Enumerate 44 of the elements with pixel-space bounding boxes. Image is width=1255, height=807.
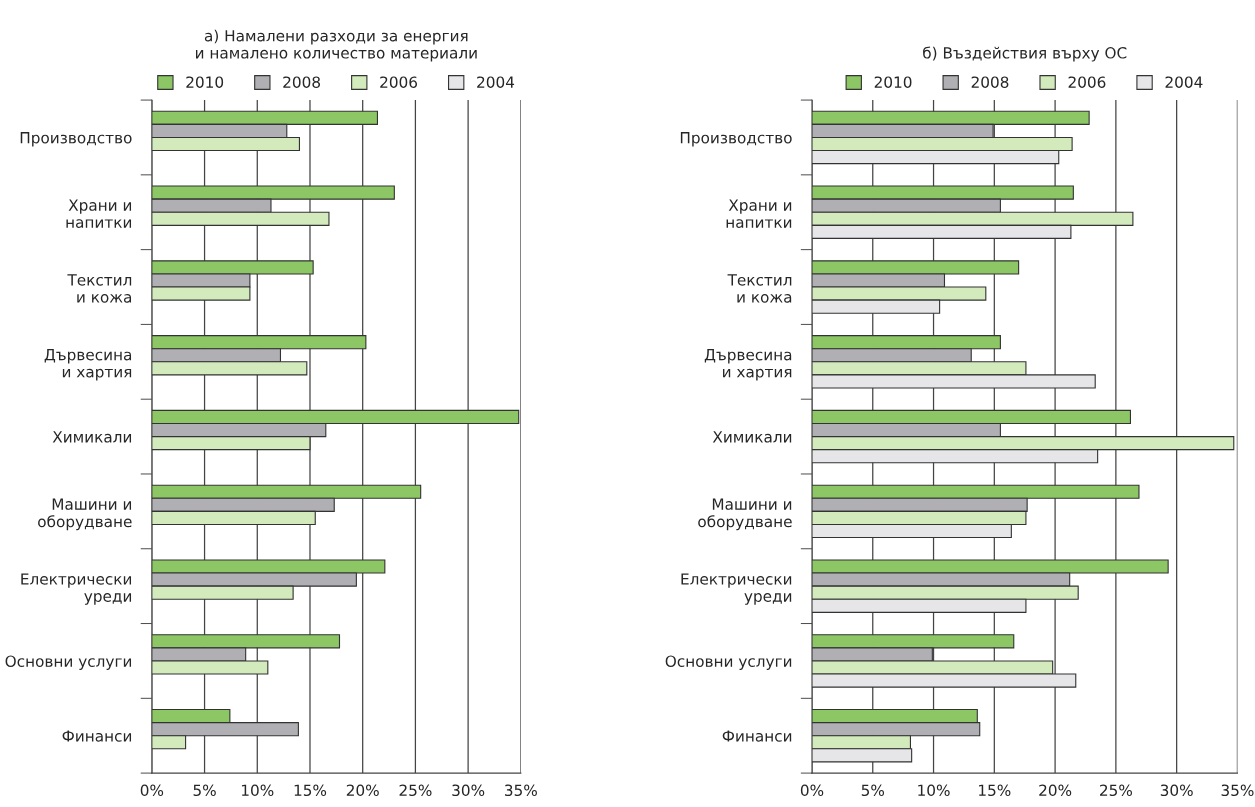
x-tick-label: 15% — [979, 784, 1011, 797]
x-tick-label: 25% — [1100, 784, 1133, 797]
y-tick-label: Електрически уреди — [21, 573, 132, 605]
y-tick-label: Електрически уреди — [681, 573, 792, 605]
x-tick-label: 0% — [140, 784, 164, 797]
y-tick-label: Машини и оборудване — [698, 498, 792, 531]
x-tick-label: 20% — [346, 784, 379, 797]
y-tick-label: Дървесина и хартия — [704, 349, 792, 381]
x-tick-label: 35% — [505, 784, 537, 797]
legend-label: 2010 — [186, 76, 224, 88]
x-tick-label: 5% — [193, 784, 216, 797]
y-tick-label: Производство — [680, 132, 792, 147]
x-tick-label: 0% — [800, 784, 824, 797]
y-tick-label: Текстил и кожа — [67, 274, 132, 303]
x-tick-label: 30% — [452, 784, 485, 797]
legend-label: 2006 — [380, 76, 418, 88]
y-tick-label: Храни и напитки — [66, 199, 132, 228]
legend-label: 2008 — [283, 76, 321, 88]
x-tick-label: 15% — [294, 784, 327, 797]
legend-label: 2004 — [1165, 76, 1203, 88]
y-tick-label: Текстил и кожа — [727, 274, 792, 303]
y-tick-label: Дървесина и хартия — [44, 349, 132, 381]
y-tick-label: Химикали — [52, 431, 132, 443]
legend-label: 2008 — [971, 76, 1009, 88]
y-tick-label: Производство — [20, 132, 132, 147]
x-tick-label: 10% — [918, 784, 950, 797]
x-tick-label: 25% — [399, 784, 432, 797]
y-tick-label: Машини и оборудване — [38, 498, 132, 531]
legend-label: 2006 — [1068, 76, 1106, 88]
legend-label: 2004 — [477, 76, 515, 88]
legend-label: 2010 — [874, 76, 912, 88]
x-tick-label: 35% — [1221, 784, 1254, 797]
y-tick-label: Основни услуги — [5, 655, 132, 670]
x-tick-label: 20% — [1039, 784, 1072, 797]
x-tick-label: 10% — [241, 784, 274, 797]
y-tick-label: Храни и напитки — [726, 199, 792, 228]
x-tick-label: 30% — [1160, 784, 1193, 797]
chart-title: б) Въздействия върху ОС — [923, 46, 1127, 62]
y-tick-label: Основни услуги — [665, 655, 792, 670]
y-tick-label: Финанси — [722, 730, 792, 742]
chart-title: а) Намалени разходи за енергия и намалено количество материали — [196, 29, 477, 62]
y-tick-label: Финанси — [62, 730, 132, 742]
x-tick-label: 5% — [861, 784, 885, 797]
y-tick-label: Химикали — [712, 431, 792, 443]
